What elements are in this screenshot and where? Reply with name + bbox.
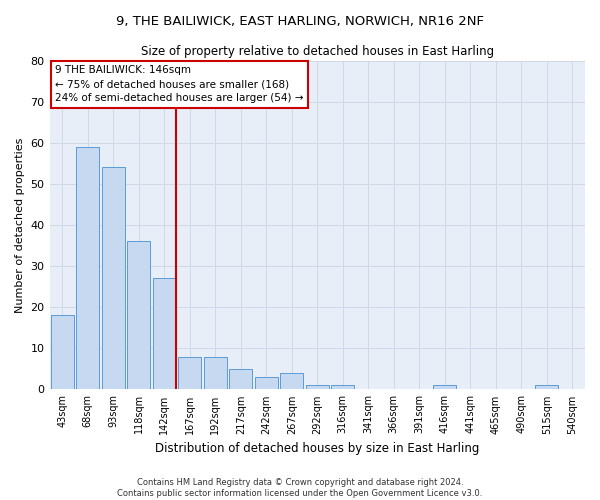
Bar <box>331 386 354 390</box>
Bar <box>204 356 227 390</box>
Bar <box>127 242 150 390</box>
Text: 9 THE BAILIWICK: 146sqm
← 75% of detached houses are smaller (168)
24% of semi-d: 9 THE BAILIWICK: 146sqm ← 75% of detache… <box>55 66 304 104</box>
Bar <box>306 386 329 390</box>
X-axis label: Distribution of detached houses by size in East Harling: Distribution of detached houses by size … <box>155 442 479 455</box>
Bar <box>433 386 456 390</box>
Bar <box>178 356 201 390</box>
Y-axis label: Number of detached properties: Number of detached properties <box>15 138 25 312</box>
Bar <box>280 373 303 390</box>
Bar <box>51 316 74 390</box>
Bar <box>535 386 558 390</box>
Bar <box>153 278 176 390</box>
Bar <box>102 168 125 390</box>
Bar <box>76 147 99 390</box>
Text: 9, THE BAILIWICK, EAST HARLING, NORWICH, NR16 2NF: 9, THE BAILIWICK, EAST HARLING, NORWICH,… <box>116 15 484 28</box>
Bar <box>229 369 252 390</box>
Text: Contains HM Land Registry data © Crown copyright and database right 2024.
Contai: Contains HM Land Registry data © Crown c… <box>118 478 482 498</box>
Bar <box>255 377 278 390</box>
Title: Size of property relative to detached houses in East Harling: Size of property relative to detached ho… <box>141 45 494 58</box>
